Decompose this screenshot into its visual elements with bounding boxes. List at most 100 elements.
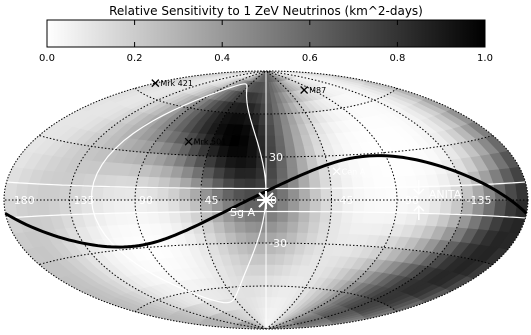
heatmap-cell bbox=[274, 134, 285, 147]
heatmap-cell bbox=[428, 199, 442, 214]
parallel-line bbox=[38, 135, 494, 158]
source-marker bbox=[332, 167, 341, 176]
heatmap-cell bbox=[273, 264, 284, 276]
heatmap-cell bbox=[222, 177, 235, 190]
heatmap-cell bbox=[329, 210, 343, 223]
heatmap-cell bbox=[361, 211, 375, 224]
heatmap-cell bbox=[265, 124, 275, 136]
heatmap-cell bbox=[309, 199, 321, 212]
heatmap-cell bbox=[178, 188, 191, 201]
heatmap-cell bbox=[211, 177, 224, 190]
heatmap-cell bbox=[156, 188, 169, 201]
heatmap-cell bbox=[374, 199, 387, 213]
parallel-line bbox=[38, 242, 494, 265]
heatmap-cell bbox=[167, 199, 180, 212]
latitude-labels: 30 -30 bbox=[269, 151, 287, 250]
heatmap-cell bbox=[318, 177, 332, 190]
heatmap-cell bbox=[265, 102, 273, 115]
heatmap-cell bbox=[58, 199, 72, 215]
heatmap-cell bbox=[265, 264, 275, 276]
longitude-label: 180 bbox=[14, 194, 35, 207]
source-label: Cen A bbox=[342, 167, 366, 176]
longitude-label: -135 bbox=[467, 194, 492, 207]
heatmap-cell bbox=[309, 188, 321, 201]
heatmap-cell bbox=[273, 124, 284, 136]
heatmap-cell bbox=[156, 199, 169, 212]
heatmap-cell bbox=[297, 210, 310, 223]
heatmap-cell bbox=[244, 167, 257, 179]
heatmap-cell bbox=[276, 210, 289, 222]
heatmap-cell bbox=[101, 186, 115, 201]
heatmap-cell bbox=[352, 199, 365, 212]
colorbar-gradient bbox=[46, 19, 486, 48]
heatmap-cell bbox=[287, 199, 300, 212]
heatmap-cell bbox=[189, 199, 202, 212]
heatmap-cell bbox=[374, 187, 387, 201]
colorbar-tick-label: 0.2 bbox=[127, 53, 143, 64]
heatmap-cell bbox=[286, 221, 299, 233]
anita-label: ANITA bbox=[429, 188, 462, 201]
heatmap-cell bbox=[265, 167, 278, 179]
heatmap-cell bbox=[245, 145, 258, 158]
heatmap-cell bbox=[47, 199, 61, 215]
heatmap-cell bbox=[254, 178, 267, 190]
heatmap-cell bbox=[36, 184, 50, 201]
heatmap-cell bbox=[308, 177, 321, 190]
heatmap-cell bbox=[295, 232, 308, 244]
meridian-line bbox=[200, 71, 267, 329]
heatmap-cell bbox=[212, 221, 225, 234]
heatmap-cell bbox=[340, 177, 354, 190]
chart-title: Relative Sensitivity to 1 ZeV Neutrinos … bbox=[109, 4, 423, 18]
heatmap-cell bbox=[189, 177, 203, 190]
heatmap-cell bbox=[167, 188, 180, 201]
heatmap-cell bbox=[36, 199, 50, 216]
heatmap-cell bbox=[276, 188, 289, 201]
heatmap-cell bbox=[222, 221, 236, 233]
heatmap-cell bbox=[232, 188, 245, 201]
heatmap-cell bbox=[265, 221, 278, 233]
sensitivity-heatmap bbox=[4, 71, 528, 329]
heatmap-cell bbox=[285, 156, 298, 169]
heatmap-cell bbox=[167, 210, 182, 224]
heatmap-cell bbox=[178, 177, 192, 190]
heatmap-cell bbox=[274, 253, 285, 266]
heatmap-cell bbox=[112, 199, 126, 213]
source-label: Sg A bbox=[230, 206, 255, 219]
heatmap-cell bbox=[265, 285, 273, 298]
heatmap-cell bbox=[58, 185, 72, 201]
heatmap-cell bbox=[200, 177, 214, 190]
heatmap-cell bbox=[282, 253, 295, 266]
heatmap-cell bbox=[233, 178, 246, 190]
heatmap-cell bbox=[257, 264, 267, 276]
heatmap-cell bbox=[212, 166, 225, 179]
heatmap-cell bbox=[317, 221, 331, 234]
heatmap-cell bbox=[384, 199, 398, 213]
heatmap-cell bbox=[319, 188, 332, 201]
heatmap-cell bbox=[295, 156, 308, 168]
heatmap-cell bbox=[221, 188, 234, 201]
heatmap-cell bbox=[340, 210, 354, 223]
map-outline bbox=[3, 70, 529, 330]
longitude-label: -45 bbox=[336, 194, 354, 207]
longitude-label: 90 bbox=[139, 194, 153, 207]
heatmap-cell bbox=[275, 167, 288, 179]
heatmap-cell bbox=[167, 176, 182, 190]
heatmap-cell bbox=[233, 221, 246, 233]
colorbar-tick-label: 0.0 bbox=[39, 53, 55, 64]
heatmap-cell bbox=[256, 253, 267, 265]
source-label: Mrk 501 bbox=[194, 138, 227, 147]
heatmap-cell bbox=[47, 185, 61, 201]
heatmap-cell bbox=[243, 178, 256, 190]
anita-arrowhead-top bbox=[413, 188, 425, 196]
heatmap-cell bbox=[286, 210, 299, 222]
heatmap-cell bbox=[255, 242, 267, 255]
source-marker bbox=[151, 79, 160, 88]
heatmap-cell bbox=[298, 188, 311, 201]
heatmap-cell bbox=[178, 199, 191, 212]
heatmap-cell bbox=[244, 232, 257, 244]
meridian-line bbox=[265, 71, 332, 329]
colorbar-tick-label: 0.6 bbox=[302, 53, 318, 64]
heatmap-cell bbox=[101, 199, 115, 214]
